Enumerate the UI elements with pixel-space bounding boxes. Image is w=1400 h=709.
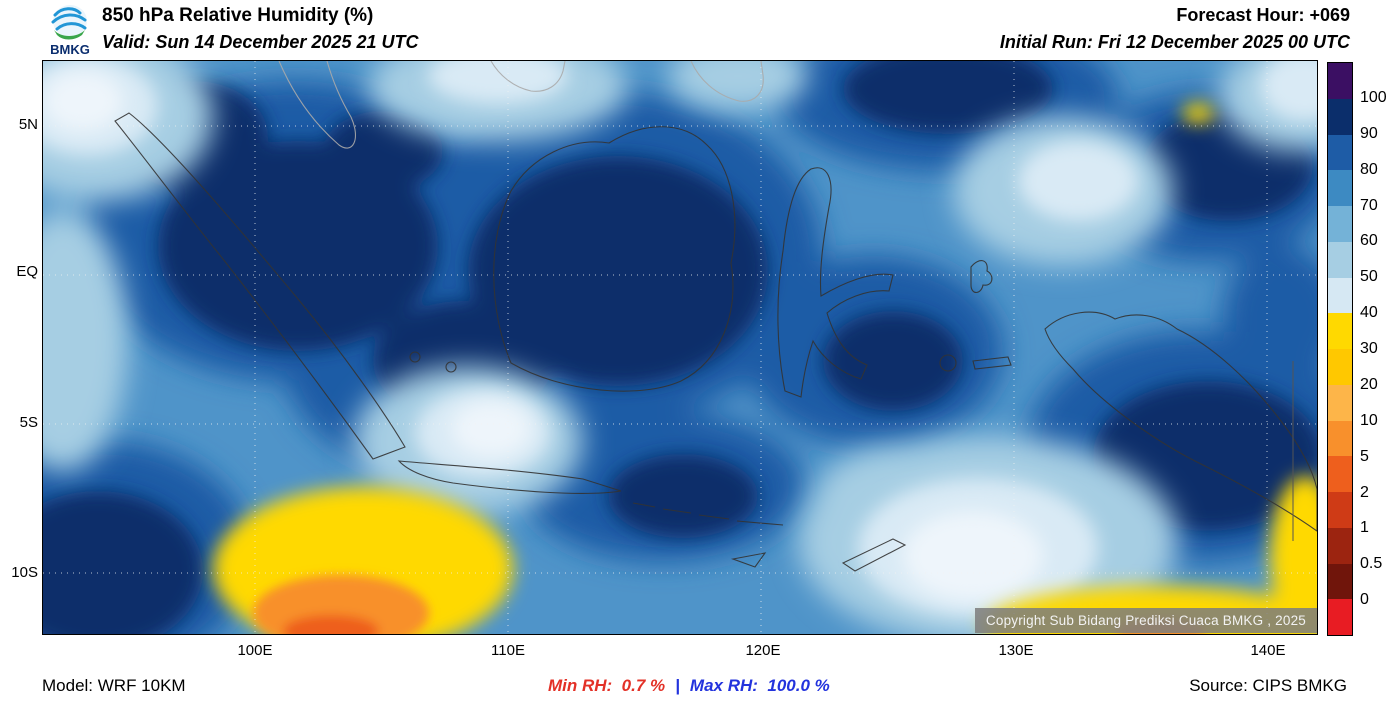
model-label: Model: WRF 10KM	[42, 676, 186, 695]
lat-tick-label: 5S	[19, 414, 38, 431]
coastline-java	[397, 460, 622, 494]
colorbar-segment	[1328, 134, 1352, 171]
colorbar-segment	[1328, 563, 1352, 600]
colorbar-label: 100	[1360, 88, 1387, 106]
coastline-new-guinea	[1044, 311, 1317, 532]
coastline-mindanao	[690, 61, 764, 102]
lat-tick-label: 10S	[11, 564, 38, 581]
lon-tick-label: 100E	[237, 642, 273, 659]
graticule	[43, 61, 1317, 634]
colorbar-label: 10	[1360, 411, 1378, 429]
max-rh-value: 100.0 %	[767, 676, 830, 695]
colorbar-label: 0	[1360, 591, 1369, 609]
coastline-belitung	[445, 361, 457, 373]
rh-extremes: Min RH: 0.7 % | Max RH: 100.0 %	[548, 676, 830, 696]
min-rh-label: Min RH:	[548, 676, 613, 695]
colorbar-segment	[1328, 456, 1352, 492]
colorbar-label: 60	[1360, 232, 1378, 250]
colorbar-label: 2	[1360, 483, 1369, 501]
colorbar-label: 90	[1360, 124, 1378, 142]
colorbar-labels: 100 90 80 70 60 50 40 30 20 10 5 2 1 0.5 0	[1360, 62, 1400, 636]
colorbar-label: 30	[1360, 340, 1378, 357]
rh-shading-white	[43, 71, 1043, 601]
colorbar-segment	[1328, 98, 1352, 135]
valid-time: Valid: Sun 14 December 2025 21 UTC	[102, 32, 419, 52]
colorbar-segment	[1328, 313, 1352, 349]
colorbar-segment	[1328, 384, 1352, 421]
lon-tick-label: 120E	[745, 642, 781, 659]
max-rh: Max RH: 100.0 %	[690, 676, 830, 696]
copyright-notice: Copyright Sub Bidang Prediksi Cuaca BMKG…	[974, 608, 1317, 633]
colorbar-segment	[1328, 241, 1352, 278]
colorbar-label: 50	[1360, 268, 1378, 286]
colorbar-segment	[1328, 527, 1352, 564]
colorbar-label: 80	[1360, 160, 1378, 178]
colorbar-segment	[1328, 170, 1352, 206]
max-rh-label: Max RH:	[689, 676, 758, 695]
colorbar-segment	[1328, 599, 1352, 635]
colorbar-segment	[1328, 63, 1352, 99]
coastline-timor	[841, 538, 907, 572]
colorbar-label: 0.5	[1360, 555, 1383, 573]
min-rh: Min RH: 0.7 %	[548, 676, 665, 696]
colorbar-segment	[1328, 349, 1352, 385]
lon-tick-label: 140E	[1250, 642, 1286, 659]
colorbar-segment	[1328, 492, 1352, 528]
min-rh-value: 0.7 %	[621, 676, 666, 695]
page-title: 850 hPa Relative Humidity (%)	[102, 5, 374, 26]
coastline-bangka	[409, 351, 421, 363]
min-max-separator: |	[675, 676, 680, 695]
coastline-sumatra	[114, 112, 406, 460]
coastline-lesser-sunda	[632, 502, 784, 526]
colorbar-segment	[1328, 420, 1352, 457]
coastline-sumba	[730, 552, 767, 568]
coastline-halmahera	[970, 260, 993, 294]
colorbar-label: 40	[1360, 304, 1378, 322]
bmkg-logo: BMKG	[50, 5, 90, 57]
coastline-malay-peninsula	[278, 61, 356, 149]
lat-tick-label: 5N	[18, 116, 38, 133]
coastline-sulawesi	[777, 167, 894, 398]
colorbar	[1327, 62, 1353, 636]
lon-tick-label: 110E	[491, 642, 525, 659]
source-label: Source: CIPS BMKG	[1189, 676, 1347, 695]
logo-wave-green	[54, 30, 85, 40]
colorbar-segment	[1328, 277, 1352, 314]
lon-tick-label: 130E	[998, 642, 1034, 659]
colorbar-segment	[1328, 206, 1352, 242]
colorbar-label: 20	[1360, 375, 1378, 393]
forecast-hour: Forecast Hour: +069	[1176, 5, 1350, 25]
colorbar-label: 70	[1360, 196, 1378, 214]
coastline-buru	[939, 354, 957, 372]
initial-run: Initial Run: Fri 12 December 2025 00 UTC	[999, 32, 1350, 52]
colorbar-label: 5	[1360, 447, 1369, 465]
coastline-indochina	[490, 61, 566, 92]
colorbar-label: 1	[1360, 519, 1369, 537]
logo-text: BMKG	[50, 42, 90, 57]
coastline-seram	[972, 356, 1012, 370]
lat-tick-label: EQ	[16, 263, 38, 280]
coastline-borneo	[493, 126, 736, 392]
map-frame: Copyright Sub Bidang Prediksi Cuaca BMKG…	[42, 60, 1318, 635]
humidity-map-svg	[43, 61, 1317, 634]
